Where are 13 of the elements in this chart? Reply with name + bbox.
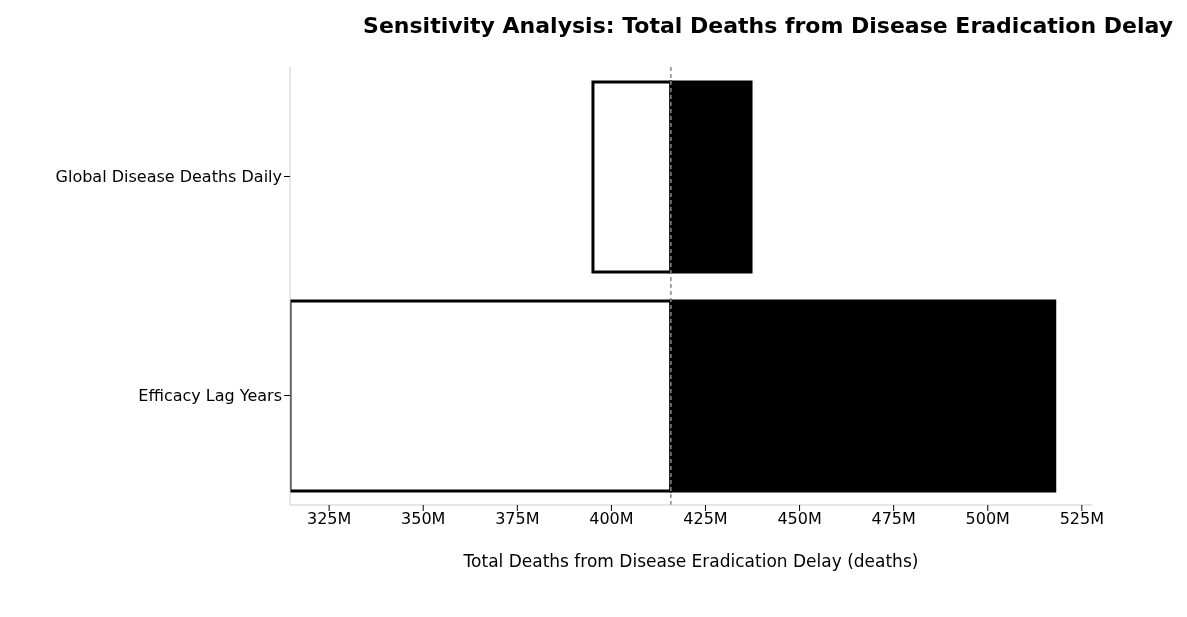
x-tick-label: 475M [871, 509, 916, 529]
x-tick-label: 400M [589, 509, 634, 529]
y-tick-label: Efficacy Lag Years [138, 386, 282, 406]
y-tick-label: Global Disease Deaths Daily [55, 167, 282, 187]
x-tick-label: 350M [401, 509, 446, 529]
x-axis-title: Total Deaths from Disease Eradication Delay (deaths) [462, 551, 919, 571]
x-tick-label: 525M [1059, 509, 1105, 529]
x-tick-label: 425M [683, 509, 728, 529]
x-tick-label: 325M [306, 509, 352, 529]
x-tick-label: 500M [965, 509, 1010, 529]
x-tick-label: 375M [495, 509, 540, 529]
x-tick-label: 450M [777, 509, 822, 529]
chart-title: Sensitivity Analysis: Total Deaths from Disease Eradication Delay [362, 12, 1174, 40]
